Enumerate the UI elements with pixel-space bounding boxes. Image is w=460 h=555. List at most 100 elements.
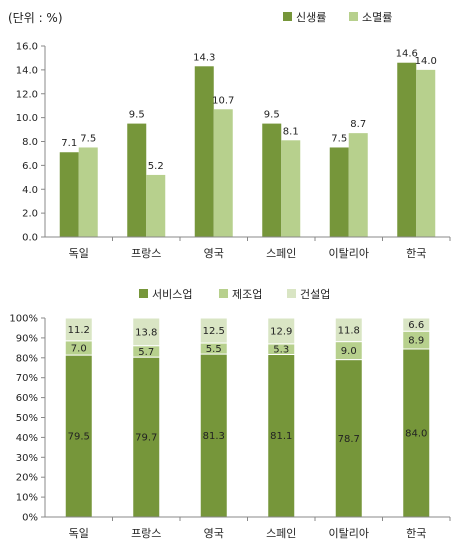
data-labels-layer: 7.1 7.59.55.214.310.79.58.17.58.714.614.0 <box>61 49 437 172</box>
category-label: 한국 <box>406 527 426 540</box>
y-tick-label: 90% <box>16 333 38 344</box>
bar-series-2 <box>146 174 166 237</box>
category-label: 이탈리아 <box>329 527 369 540</box>
y-tick-label: 14.0 <box>16 65 38 76</box>
category-label: 독일 <box>69 246 89 260</box>
segment-services <box>132 356 161 518</box>
legend-top-chart: 신생률 소멸률 <box>283 11 392 24</box>
segment-label: 11.8 <box>338 325 360 336</box>
segment-label: 8.9 <box>408 336 424 347</box>
bar-series-1 <box>397 62 417 238</box>
bar-series-1 <box>329 147 349 237</box>
y-tick-label: 16.0 <box>16 42 38 53</box>
segment-construction <box>334 317 363 343</box>
category-label: 이탈리아 <box>329 247 369 260</box>
legend-bottom-chart: 서비스업 제조업 건설업 <box>139 288 330 301</box>
stacked-labels-layer: 79.5 7.0 11.2 79.7 5.7 13.8 81.3 5.5 12.5 81.1 5.3… <box>68 320 428 445</box>
chart-industry-composition: 서비스업 제조업 건설업 0% 10% 20% 30% 40% 50% 60% 70% 80% 9… <box>9 288 451 540</box>
legend-label-series-2: 소멸률 <box>362 11 392 24</box>
segment-label: 13.8 <box>135 327 157 338</box>
legend-swatch-manufacturing <box>219 289 228 298</box>
data-label: 5.2 <box>148 161 164 172</box>
y-tick-label: 20% <box>16 473 38 484</box>
y-axis-ticks-percent: 0% 10% 20% 30% 40% 50% 60% 70% 80% 90% 100% <box>9 314 45 524</box>
category-label: 한국 <box>406 247 426 260</box>
segment-label: 6.6 <box>408 320 424 331</box>
x-axis-ticks: 독일 프랑스 영국 스페인 이탈리아 한국 <box>69 237 451 260</box>
segment-services <box>334 359 363 518</box>
category-label: 독일 <box>69 526 89 540</box>
bar-series-1 <box>127 123 147 237</box>
data-label: 7.5 <box>80 133 96 144</box>
y-tick-label: 0% <box>22 513 38 524</box>
legend-swatch-series-2 <box>349 12 358 21</box>
segment-services <box>64 354 93 518</box>
legend-swatch-construction <box>287 289 296 298</box>
y-tick-label: 60% <box>16 393 38 404</box>
bar-series-2 <box>281 140 301 237</box>
segment-label: 79.5 <box>68 432 90 443</box>
segment-label: 81.1 <box>270 431 292 442</box>
segment-construction <box>64 317 93 342</box>
legend-swatch-services <box>139 289 148 298</box>
bar-series-1 <box>262 123 282 237</box>
unit-label: (단위 : %) <box>8 11 63 25</box>
y-tick-label: 8.0 <box>22 137 38 148</box>
segment-label: 12.5 <box>203 326 225 337</box>
y-tick-label: 6.0 <box>22 161 38 172</box>
segment-label: 7.0 <box>71 343 87 354</box>
y-tick-label: 10.0 <box>16 113 38 124</box>
segment-label: 81.3 <box>203 431 225 442</box>
y-axis-ticks: 0.0 2.0 4.0 6.0 8.0 10.0 12.0 14.0 16.0 <box>16 42 45 244</box>
segment-construction <box>199 317 228 344</box>
segment-construction <box>267 317 296 345</box>
legend-label-series-1: 신생률 <box>296 11 326 24</box>
y-tick-label: 30% <box>16 453 38 464</box>
category-label: 프랑스 <box>131 527 161 540</box>
bar-series-2 <box>213 109 233 237</box>
data-label: 14.6 <box>396 49 418 60</box>
bars-layer <box>59 62 436 238</box>
segment-label: 78.7 <box>338 434 360 445</box>
category-label: 프랑스 <box>131 247 161 260</box>
y-tick-label: 40% <box>16 433 38 444</box>
data-label: 14.3 <box>193 52 215 63</box>
y-tick-label: 10% <box>16 493 38 504</box>
y-tick-label: 50% <box>16 413 38 424</box>
chart-birth-death-rates: (단위 : %) 신생률 소멸률 0.0 2.0 4.0 6.0 8.0 10.0 12.0… <box>8 11 451 260</box>
y-tick-label: 2.0 <box>22 209 38 220</box>
data-label: 8.1 <box>283 126 299 137</box>
data-label: 10.7 <box>212 95 234 106</box>
legend-swatch-series-1 <box>283 12 292 21</box>
category-label: 영국 <box>204 527 224 540</box>
segment-label: 5.3 <box>273 345 289 356</box>
segment-construction <box>132 317 161 347</box>
y-tick-label: 4.0 <box>22 185 38 196</box>
x-axis-ticks-bottom: 독일 프랑스 영국 스페인 이탈리아 한국 <box>69 517 451 540</box>
segment-label: 12.9 <box>270 326 292 337</box>
y-tick-label: 70% <box>16 373 38 384</box>
bar-series-1 <box>59 152 79 237</box>
bar-series-2 <box>78 147 98 237</box>
bar-series-2 <box>416 69 436 237</box>
category-label: 스페인 <box>266 247 296 260</box>
bar-series-1 <box>194 66 214 237</box>
segment-label: 5.5 <box>206 344 222 355</box>
legend-label-manufacturing: 제조업 <box>232 288 262 301</box>
legend-label-services: 서비스업 <box>152 288 192 301</box>
segment-label: 5.7 <box>138 347 154 358</box>
data-label: 7.5 <box>331 133 347 144</box>
segment-construction <box>402 317 431 332</box>
data-label: 9.5 <box>129 110 145 121</box>
data-label: 8.7 <box>350 119 366 130</box>
category-label: 영국 <box>204 247 224 260</box>
segment-services <box>199 353 228 518</box>
y-tick-label: 80% <box>16 353 38 364</box>
y-tick-label: 12.0 <box>16 89 38 100</box>
segment-label: 84.0 <box>405 429 427 440</box>
data-label: 14.0 <box>415 56 437 67</box>
y-tick-label: 100% <box>9 314 38 325</box>
y-tick-label: 0.0 <box>22 233 38 244</box>
